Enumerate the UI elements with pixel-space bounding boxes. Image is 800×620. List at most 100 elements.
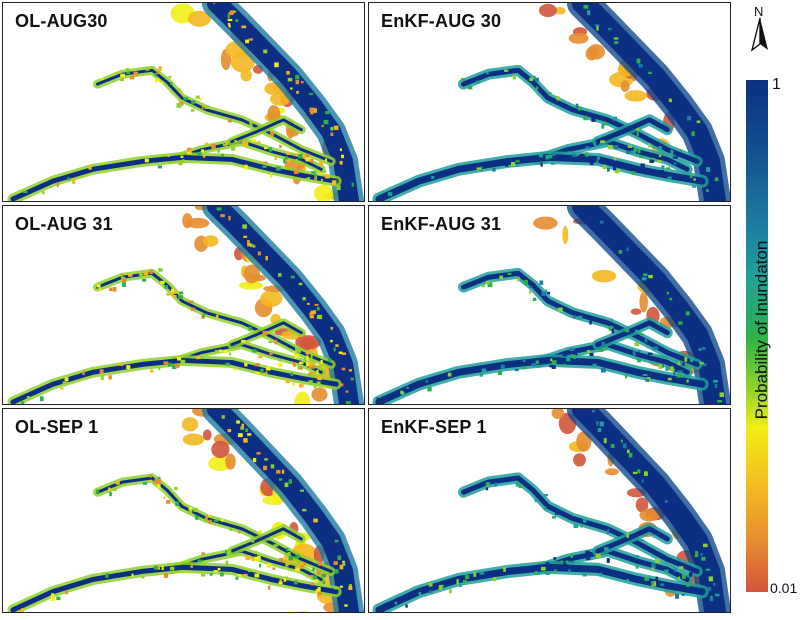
inundation-pixel (585, 550, 591, 555)
inundation-pixel (176, 103, 182, 108)
tributary-channel (170, 549, 323, 582)
inundation-pixel (600, 140, 605, 144)
inundation-pixel (333, 125, 339, 130)
inundation-pixel (713, 379, 718, 383)
inundation-pixel (548, 154, 553, 159)
inundation-pixel (644, 576, 650, 581)
panel-title: OL-SEP 1 (15, 417, 99, 437)
inundation-pixel (131, 573, 134, 577)
inundation-pixel (205, 142, 209, 146)
inundation-pixel (655, 576, 658, 582)
inundation-pixel (286, 70, 290, 75)
inundation-pixel (158, 268, 163, 272)
inundation-pixel (197, 152, 202, 156)
floodplain-patch (620, 80, 630, 92)
inundation-pixel (650, 159, 655, 163)
inundation-pixel (473, 572, 477, 577)
inundation-pixel (591, 117, 596, 122)
inundation-pixel (667, 377, 672, 381)
inundation-pixel (637, 350, 641, 353)
inundation-pixel (678, 576, 681, 580)
inundation-pixel (626, 247, 629, 252)
inundation-pixel (427, 386, 432, 392)
floodplain-patch (573, 453, 586, 467)
inundation-pixel (21, 401, 25, 404)
inundation-pixel (169, 566, 175, 571)
inundation-pixel (199, 98, 203, 101)
inundation-pixel (550, 162, 556, 165)
inundation-pixel (534, 571, 538, 575)
inundation-pixel (218, 349, 223, 352)
inundation-pixel (570, 560, 574, 563)
inundation-pixel (334, 569, 339, 574)
inundation-pixel (294, 353, 300, 359)
inundation-pixel (658, 364, 663, 369)
floodplain-patch (211, 440, 230, 459)
inundation-pixel (174, 364, 180, 368)
inundation-pixel (288, 479, 292, 484)
inundation-pixel (312, 575, 317, 580)
inundation-pixel (387, 192, 393, 196)
inundation-pixel (637, 358, 641, 363)
inundation-pixel (304, 357, 307, 362)
main-channel (206, 206, 360, 404)
inundation-pixel (487, 282, 493, 288)
inundation-pixel (306, 355, 309, 360)
inundation-pixel (550, 358, 553, 362)
colorbar-min-label: 0.01 (770, 580, 798, 596)
inundation-pixel (622, 443, 627, 449)
inundation-pixel (628, 452, 633, 458)
inundation-pixel (719, 392, 725, 397)
inundation-pixel (572, 315, 577, 319)
inundation-pixel (626, 150, 631, 155)
inundation-pixel (706, 339, 711, 344)
inundation-pixel (257, 251, 261, 256)
inundation-pixel (610, 318, 614, 322)
inundation-pixel (227, 22, 231, 26)
inundation-pixel (330, 126, 334, 131)
inundation-pixel (683, 325, 686, 329)
inundation-pixel (597, 155, 600, 160)
inundation-pixel (538, 153, 543, 158)
inundation-pixel (335, 344, 339, 347)
inundation-pixel (153, 565, 159, 570)
inundation-pixel (428, 582, 433, 587)
inundation-pixel (180, 359, 186, 364)
inundation-pixel (537, 496, 542, 499)
inundation-pixel (667, 176, 672, 179)
inundation-pixel (669, 297, 673, 301)
inundation-pixel (101, 77, 104, 80)
inundation-pixel (302, 508, 307, 512)
inundation-pixel (626, 449, 630, 454)
tributary-channel (10, 564, 339, 612)
inundation-pixel (221, 153, 224, 158)
panel-title: EnKF-AUG 31 (381, 214, 502, 234)
inundation-pixel (308, 380, 313, 385)
inundation-pixel (639, 155, 644, 159)
inundation-pixel (294, 580, 298, 585)
inundation-pixel (342, 562, 346, 567)
panel-title: OL-AUG30 (15, 11, 108, 31)
inundation-pixel (241, 423, 245, 428)
inundation-pixel (654, 558, 660, 563)
inundation-pixel (227, 428, 232, 433)
inundation-pixel (540, 566, 546, 571)
inundation-pixel (641, 277, 647, 281)
inundation-pixel (120, 78, 125, 82)
inundation-pixel (666, 291, 669, 295)
floodplain-patch (187, 10, 211, 27)
inundation-pixel (149, 474, 152, 478)
inundation-pixel (98, 287, 101, 292)
inundation-pixel (545, 154, 550, 160)
inundation-pixel (270, 131, 274, 136)
inundation-pixel (238, 530, 242, 534)
inundation-pixel (664, 569, 669, 573)
inundation-pixel (270, 172, 273, 178)
inundation-pixel (121, 276, 126, 280)
inundation-pixel (547, 92, 552, 95)
inundation-pixel (562, 363, 567, 366)
north-label: N (754, 4, 764, 19)
inundation-pixel (465, 574, 470, 580)
floodplain-patch (311, 387, 328, 402)
inundation-pixel (661, 165, 665, 170)
